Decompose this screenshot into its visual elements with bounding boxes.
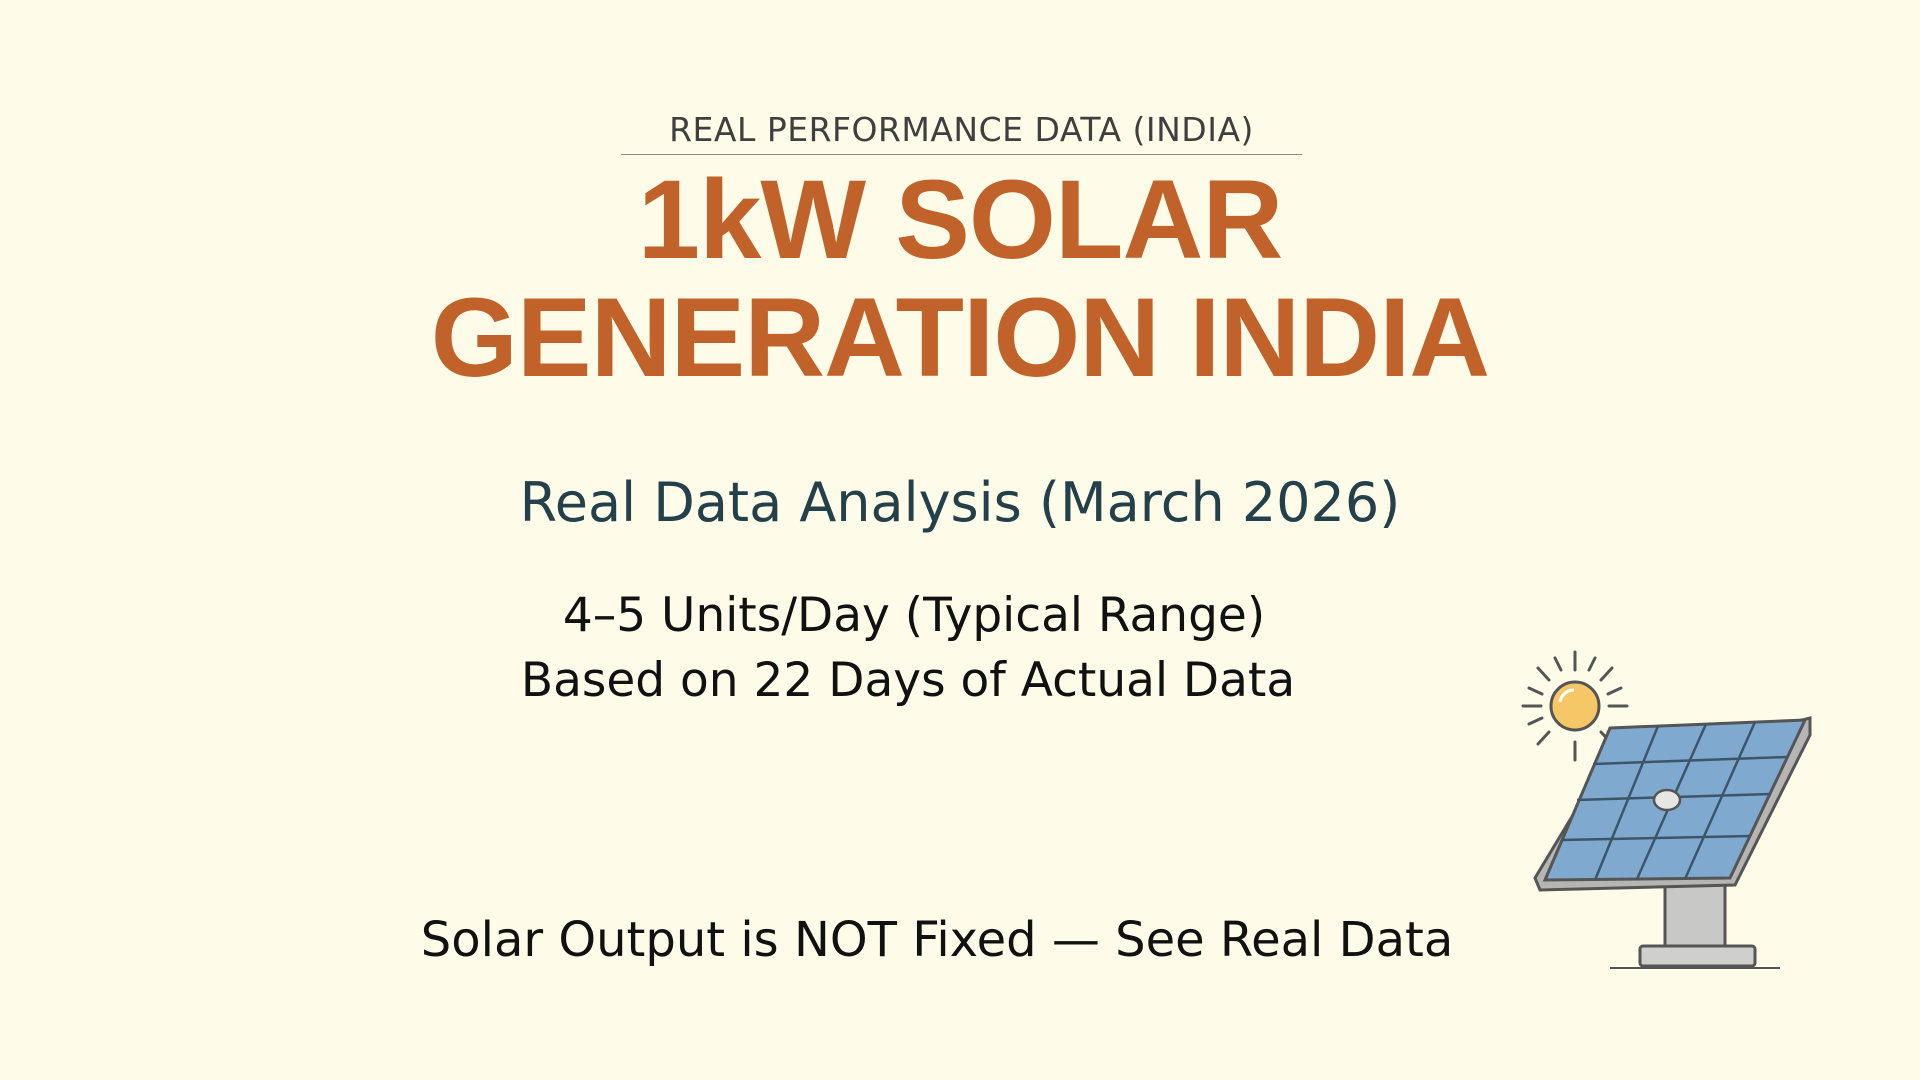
panel-post [1663,878,1727,952]
highlight: 4–5 Units/Day (Typical Range) [562,588,1266,643]
tagline: Solar Output is NOT Fixed — See Real Dat… [420,912,1454,968]
title-line: GENERATION INDIA [430,275,1490,400]
solar-panel-illustration [1521,650,1812,969]
sun-rays [1521,650,1629,762]
panel-base [1638,944,1757,968]
subtitle: Real Data Analysis (March 2026) [519,471,1401,534]
sun [1549,680,1601,732]
title-line: 1kW SOLAR [637,157,1283,282]
highlight: Based on 22 Days of Actual Data [520,653,1296,708]
eyebrow: REAL PERFORMANCE DATA (INDIA) [621,110,1302,155]
